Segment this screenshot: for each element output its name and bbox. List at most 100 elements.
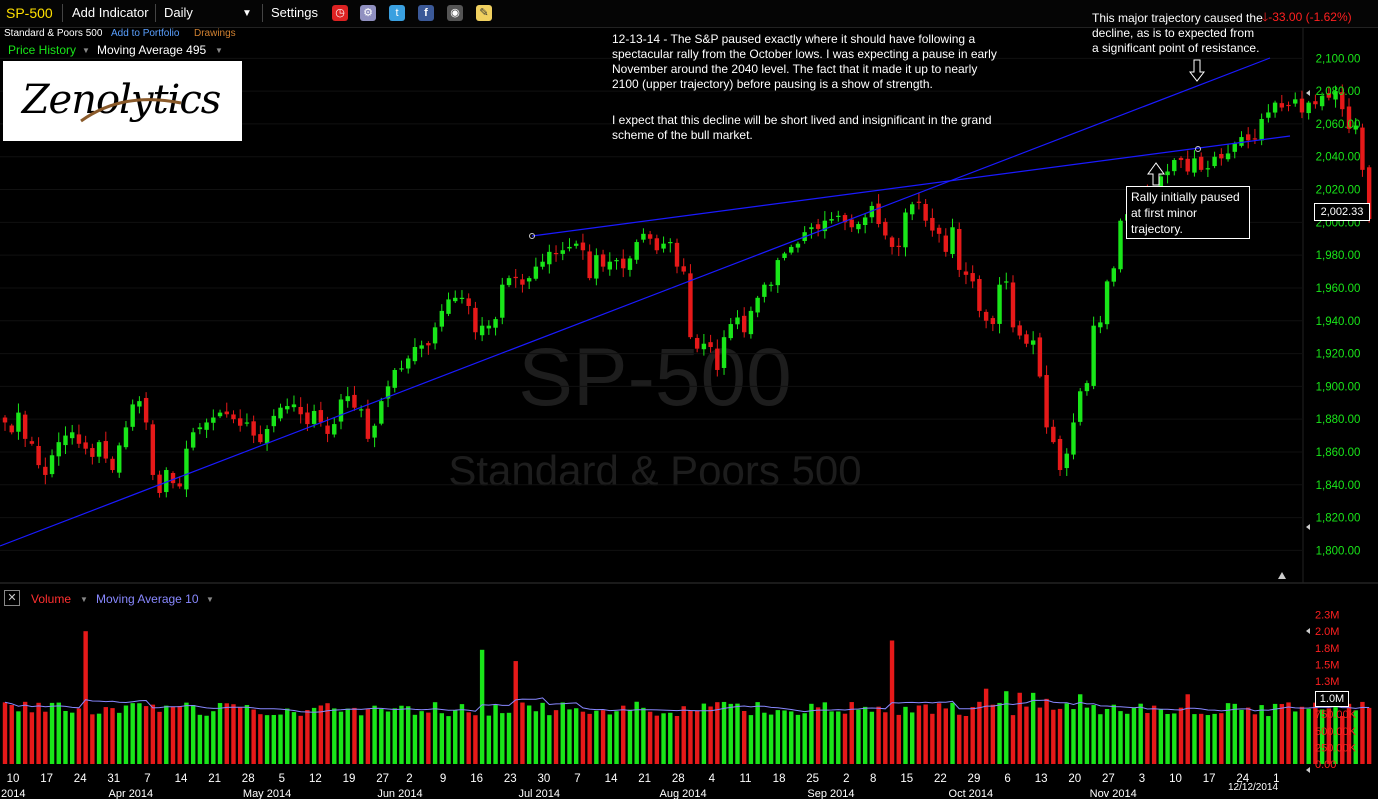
price-tick-label: 2,100.00 bbox=[1316, 53, 1361, 65]
volume-tick-label: 250.00K bbox=[1315, 742, 1357, 754]
volume-bar bbox=[1205, 715, 1211, 764]
candle-body bbox=[291, 404, 297, 408]
x-tick-label: 31 bbox=[107, 773, 120, 785]
volume-bar bbox=[1259, 705, 1264, 764]
volume-bar bbox=[486, 715, 492, 764]
volume-bar bbox=[143, 706, 149, 764]
trendline-lower bbox=[0, 57, 1271, 547]
candle-body bbox=[76, 434, 82, 444]
note-icon[interactable]: ✎ bbox=[476, 5, 492, 21]
volume-bar bbox=[1071, 709, 1076, 764]
candle-body bbox=[842, 215, 848, 223]
volume-moving-average-indicator[interactable]: Moving Average 10 bbox=[96, 592, 199, 606]
candle-body bbox=[49, 455, 55, 475]
volume-bar bbox=[500, 713, 505, 764]
add-indicator-button[interactable]: Add Indicator bbox=[72, 5, 149, 20]
gear-icon[interactable]: ⚙ bbox=[360, 5, 376, 21]
candle-body bbox=[513, 276, 518, 279]
volume-bar bbox=[574, 708, 579, 764]
candle-body bbox=[849, 219, 854, 228]
price-history-indicator[interactable]: Price History bbox=[8, 43, 77, 57]
candle-body bbox=[1279, 103, 1284, 108]
candle-body bbox=[432, 327, 438, 344]
volume-bar bbox=[1118, 711, 1123, 764]
trendline-anchor bbox=[1195, 146, 1201, 152]
volume-bar bbox=[688, 710, 693, 764]
candle-body bbox=[9, 425, 14, 433]
chevron-down-icon[interactable]: ▼ bbox=[80, 595, 88, 604]
candle-body bbox=[755, 297, 760, 313]
moving-average-indicator[interactable]: Moving Average 495 bbox=[97, 43, 207, 57]
settings-button[interactable]: Settings bbox=[271, 5, 318, 20]
price-tick-label: 1,840.00 bbox=[1316, 480, 1361, 492]
interval-select[interactable]: Daily bbox=[164, 5, 193, 20]
candle-body bbox=[883, 221, 888, 236]
alarm-icon[interactable]: ◷ bbox=[332, 5, 348, 21]
volume-bar bbox=[1198, 713, 1204, 764]
candle-body bbox=[325, 425, 330, 434]
candle-body bbox=[762, 284, 767, 297]
volume-tick-label: 500.00K bbox=[1315, 726, 1357, 738]
candle-body bbox=[681, 266, 686, 272]
volume-bar bbox=[1051, 709, 1056, 764]
volume-bar bbox=[479, 649, 485, 764]
candle-body bbox=[1319, 96, 1325, 107]
x-tick-label: 17 bbox=[40, 773, 53, 785]
candle-body bbox=[957, 229, 962, 270]
candle-body bbox=[836, 215, 841, 217]
candle-body bbox=[298, 406, 303, 415]
candle-body bbox=[1071, 422, 1076, 455]
scroll-left-icon[interactable] bbox=[1306, 90, 1310, 96]
candle-body bbox=[399, 368, 404, 370]
candle-body bbox=[977, 279, 982, 311]
volume-tick-label: 2.3M bbox=[1315, 610, 1339, 622]
scroll-up-icon[interactable] bbox=[1278, 572, 1286, 579]
candle-body bbox=[641, 233, 646, 240]
chevron-down-icon[interactable]: ▼ bbox=[242, 8, 252, 19]
drawings-link[interactable]: Drawings bbox=[194, 28, 236, 39]
scroll-left-icon[interactable] bbox=[1306, 628, 1310, 634]
candle-body bbox=[1104, 281, 1110, 325]
x-tick-label: 9 bbox=[440, 773, 446, 785]
watermark-name: Standard & Poors 500 bbox=[448, 447, 861, 494]
twitter-icon[interactable]: t bbox=[389, 5, 405, 21]
candle-body bbox=[540, 261, 545, 267]
volume-bar bbox=[1004, 691, 1009, 764]
volume-indicator[interactable]: Volume bbox=[31, 592, 72, 606]
candle-body bbox=[506, 278, 512, 286]
facebook-icon[interactable]: f bbox=[418, 5, 434, 21]
camera-icon[interactable]: ◉ bbox=[447, 5, 463, 21]
volume-bar bbox=[963, 716, 969, 764]
add-to-portfolio-link[interactable]: Add to Portfolio bbox=[111, 28, 180, 39]
volume-bar bbox=[157, 711, 162, 764]
volume-bar bbox=[1340, 716, 1345, 764]
volume-bar bbox=[1010, 715, 1016, 764]
candle-body bbox=[244, 422, 250, 424]
ticker-symbol[interactable]: SP-500 bbox=[6, 5, 53, 21]
date-stamp: 12/12/2014 bbox=[1228, 782, 1279, 793]
scroll-left-icon[interactable] bbox=[1306, 524, 1310, 530]
chevron-down-icon[interactable]: ▼ bbox=[82, 46, 90, 55]
volume-bar bbox=[641, 707, 646, 764]
candle-body bbox=[997, 284, 1002, 324]
candle-body bbox=[775, 260, 780, 286]
volume-bar bbox=[1178, 707, 1184, 764]
candle-body bbox=[1246, 134, 1251, 141]
candle-body bbox=[493, 319, 498, 328]
chevron-down-icon[interactable]: ▼ bbox=[215, 46, 223, 55]
candle-body bbox=[164, 470, 169, 493]
price-tick-label: 1,820.00 bbox=[1316, 513, 1361, 525]
chevron-down-icon[interactable]: ▼ bbox=[206, 595, 214, 604]
candle-body bbox=[1219, 153, 1224, 159]
logo-text: Zenolytics bbox=[20, 77, 221, 123]
candle-body bbox=[278, 407, 283, 419]
x-tick-label: 18 bbox=[773, 773, 786, 785]
commentary-text: I expect that this decline will be short… bbox=[612, 113, 992, 142]
scroll-left-icon[interactable] bbox=[1306, 767, 1310, 773]
candle-body bbox=[661, 243, 666, 249]
close-icon[interactable]: ✕ bbox=[4, 590, 20, 606]
volume-bar bbox=[950, 702, 955, 764]
volume-bar bbox=[22, 701, 28, 764]
volume-bar bbox=[117, 712, 122, 764]
volume-bar bbox=[775, 710, 780, 764]
